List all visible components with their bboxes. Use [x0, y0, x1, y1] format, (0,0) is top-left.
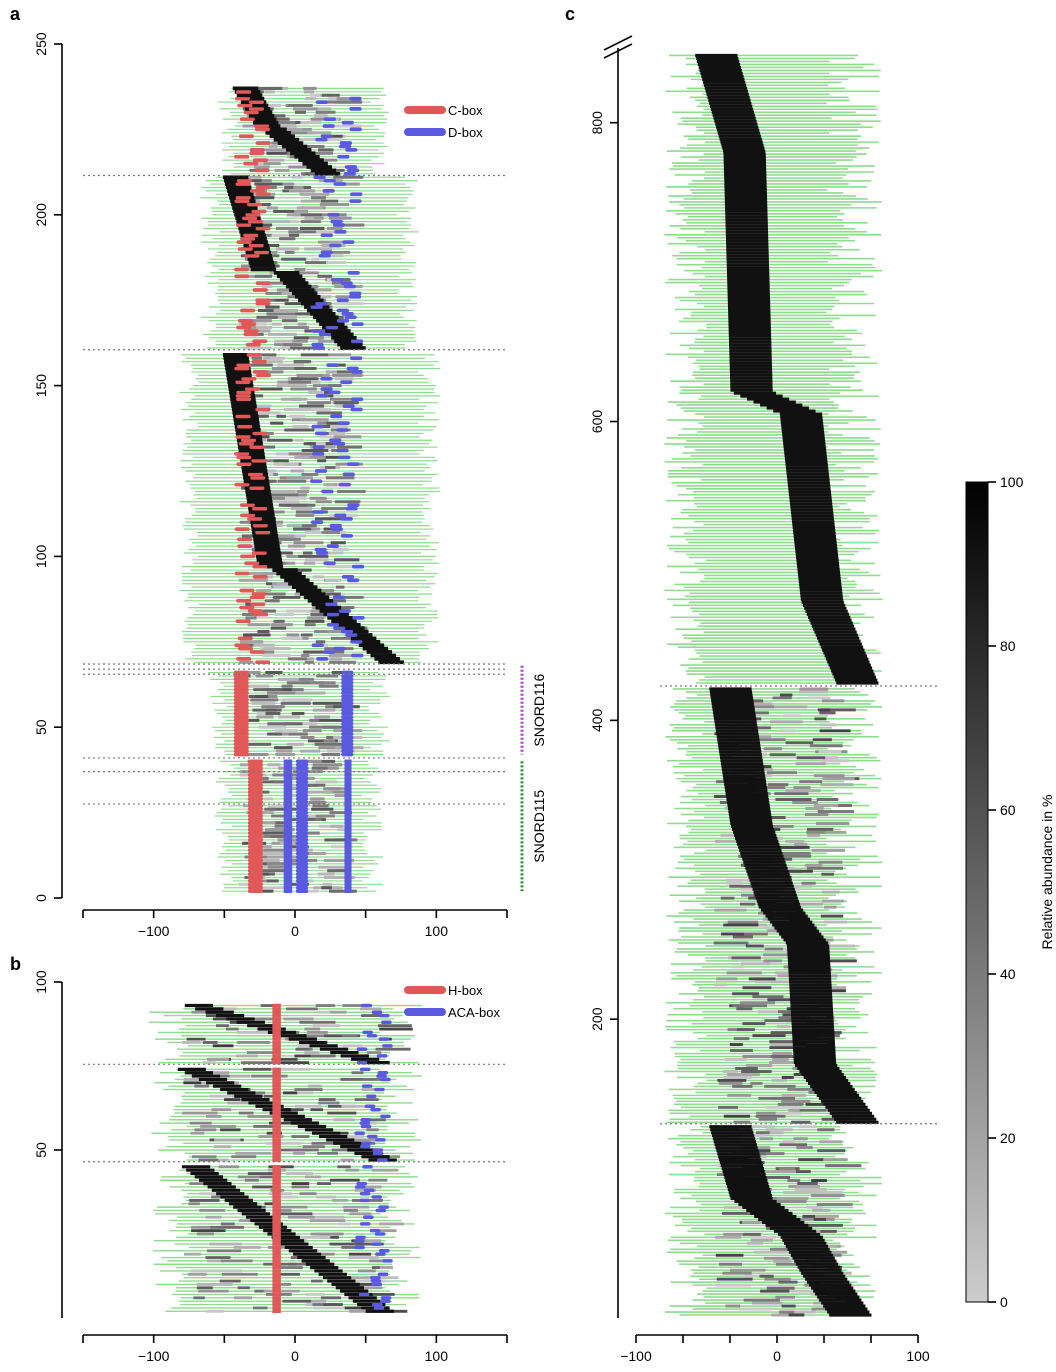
- x-tick-label: 0: [291, 923, 299, 939]
- x-tick-label: 0: [773, 1348, 781, 1364]
- x-tick-label: 100: [425, 923, 449, 939]
- y-tick-label: 100: [33, 970, 49, 994]
- y-tick-label: 150: [33, 374, 49, 398]
- colorbar-tick-label: 100: [1000, 474, 1024, 490]
- y-tick-label: 800: [589, 111, 605, 135]
- colorbar-tick-label: 20: [1000, 1130, 1016, 1146]
- panel-label-c: c: [565, 4, 575, 24]
- y-tick-label: 200: [589, 1007, 605, 1031]
- legend-label: D-box: [448, 125, 483, 140]
- panel-c: 200 400 600 800 −100 0 100: [589, 35, 940, 1364]
- panel-label-b: b: [10, 954, 21, 974]
- x-tick-label: 100: [425, 1348, 449, 1364]
- colorbar-scale: [965, 481, 989, 1303]
- group-label: SNORD115: [531, 790, 547, 863]
- x-tick-label: −100: [138, 1348, 170, 1364]
- colorbar-tick-label: 80: [1000, 638, 1016, 654]
- y-tick-label: 600: [589, 410, 605, 434]
- axis-break-mark: [603, 35, 633, 51]
- y-tick-label: 400: [589, 708, 605, 732]
- panel-b: 50 100 −100 0 100 H-box ACA-box: [33, 970, 508, 1364]
- y-tick-label: 200: [33, 203, 49, 227]
- legend-label: C-box: [448, 103, 483, 118]
- read-rows: [664, 53, 883, 1317]
- read-rows: [148, 1003, 422, 1314]
- panel-a: 0 50 100 150 200 250 −100 0 100 SNORD116 SNORD115 C…: [33, 32, 547, 939]
- y-tick-label: 50: [33, 1142, 49, 1158]
- group-label: SNORD116: [531, 673, 547, 746]
- colorbar-label: Relative abundance in %: [1039, 795, 1055, 950]
- x-tick-label: 0: [291, 1348, 299, 1364]
- y-tick-label: 250: [33, 32, 49, 56]
- y-tick-label: 0: [33, 894, 49, 902]
- colorbar: 0 20 40 60 80 100 Relative abundance in %: [965, 474, 1055, 1310]
- colorbar-tick-label: 60: [1000, 802, 1016, 818]
- legend-label: ACA-box: [448, 1005, 501, 1020]
- legend-label: H-box: [448, 983, 483, 998]
- panel-label-a: a: [10, 4, 21, 24]
- y-tick-label: 50: [33, 719, 49, 735]
- x-tick-label: −100: [620, 1348, 652, 1364]
- read-rows: [179, 86, 441, 894]
- y-tick-label: 100: [33, 545, 49, 569]
- legend: H-box ACA-box: [404, 983, 501, 1020]
- legend: C-box D-box: [404, 103, 483, 140]
- x-tick-label: −100: [138, 923, 170, 939]
- axis-break-mark: [603, 43, 633, 59]
- x-tick-label: 100: [906, 1348, 930, 1364]
- colorbar-tick-label: 40: [1000, 966, 1016, 982]
- colorbar-tick-label: 0: [1000, 1294, 1008, 1310]
